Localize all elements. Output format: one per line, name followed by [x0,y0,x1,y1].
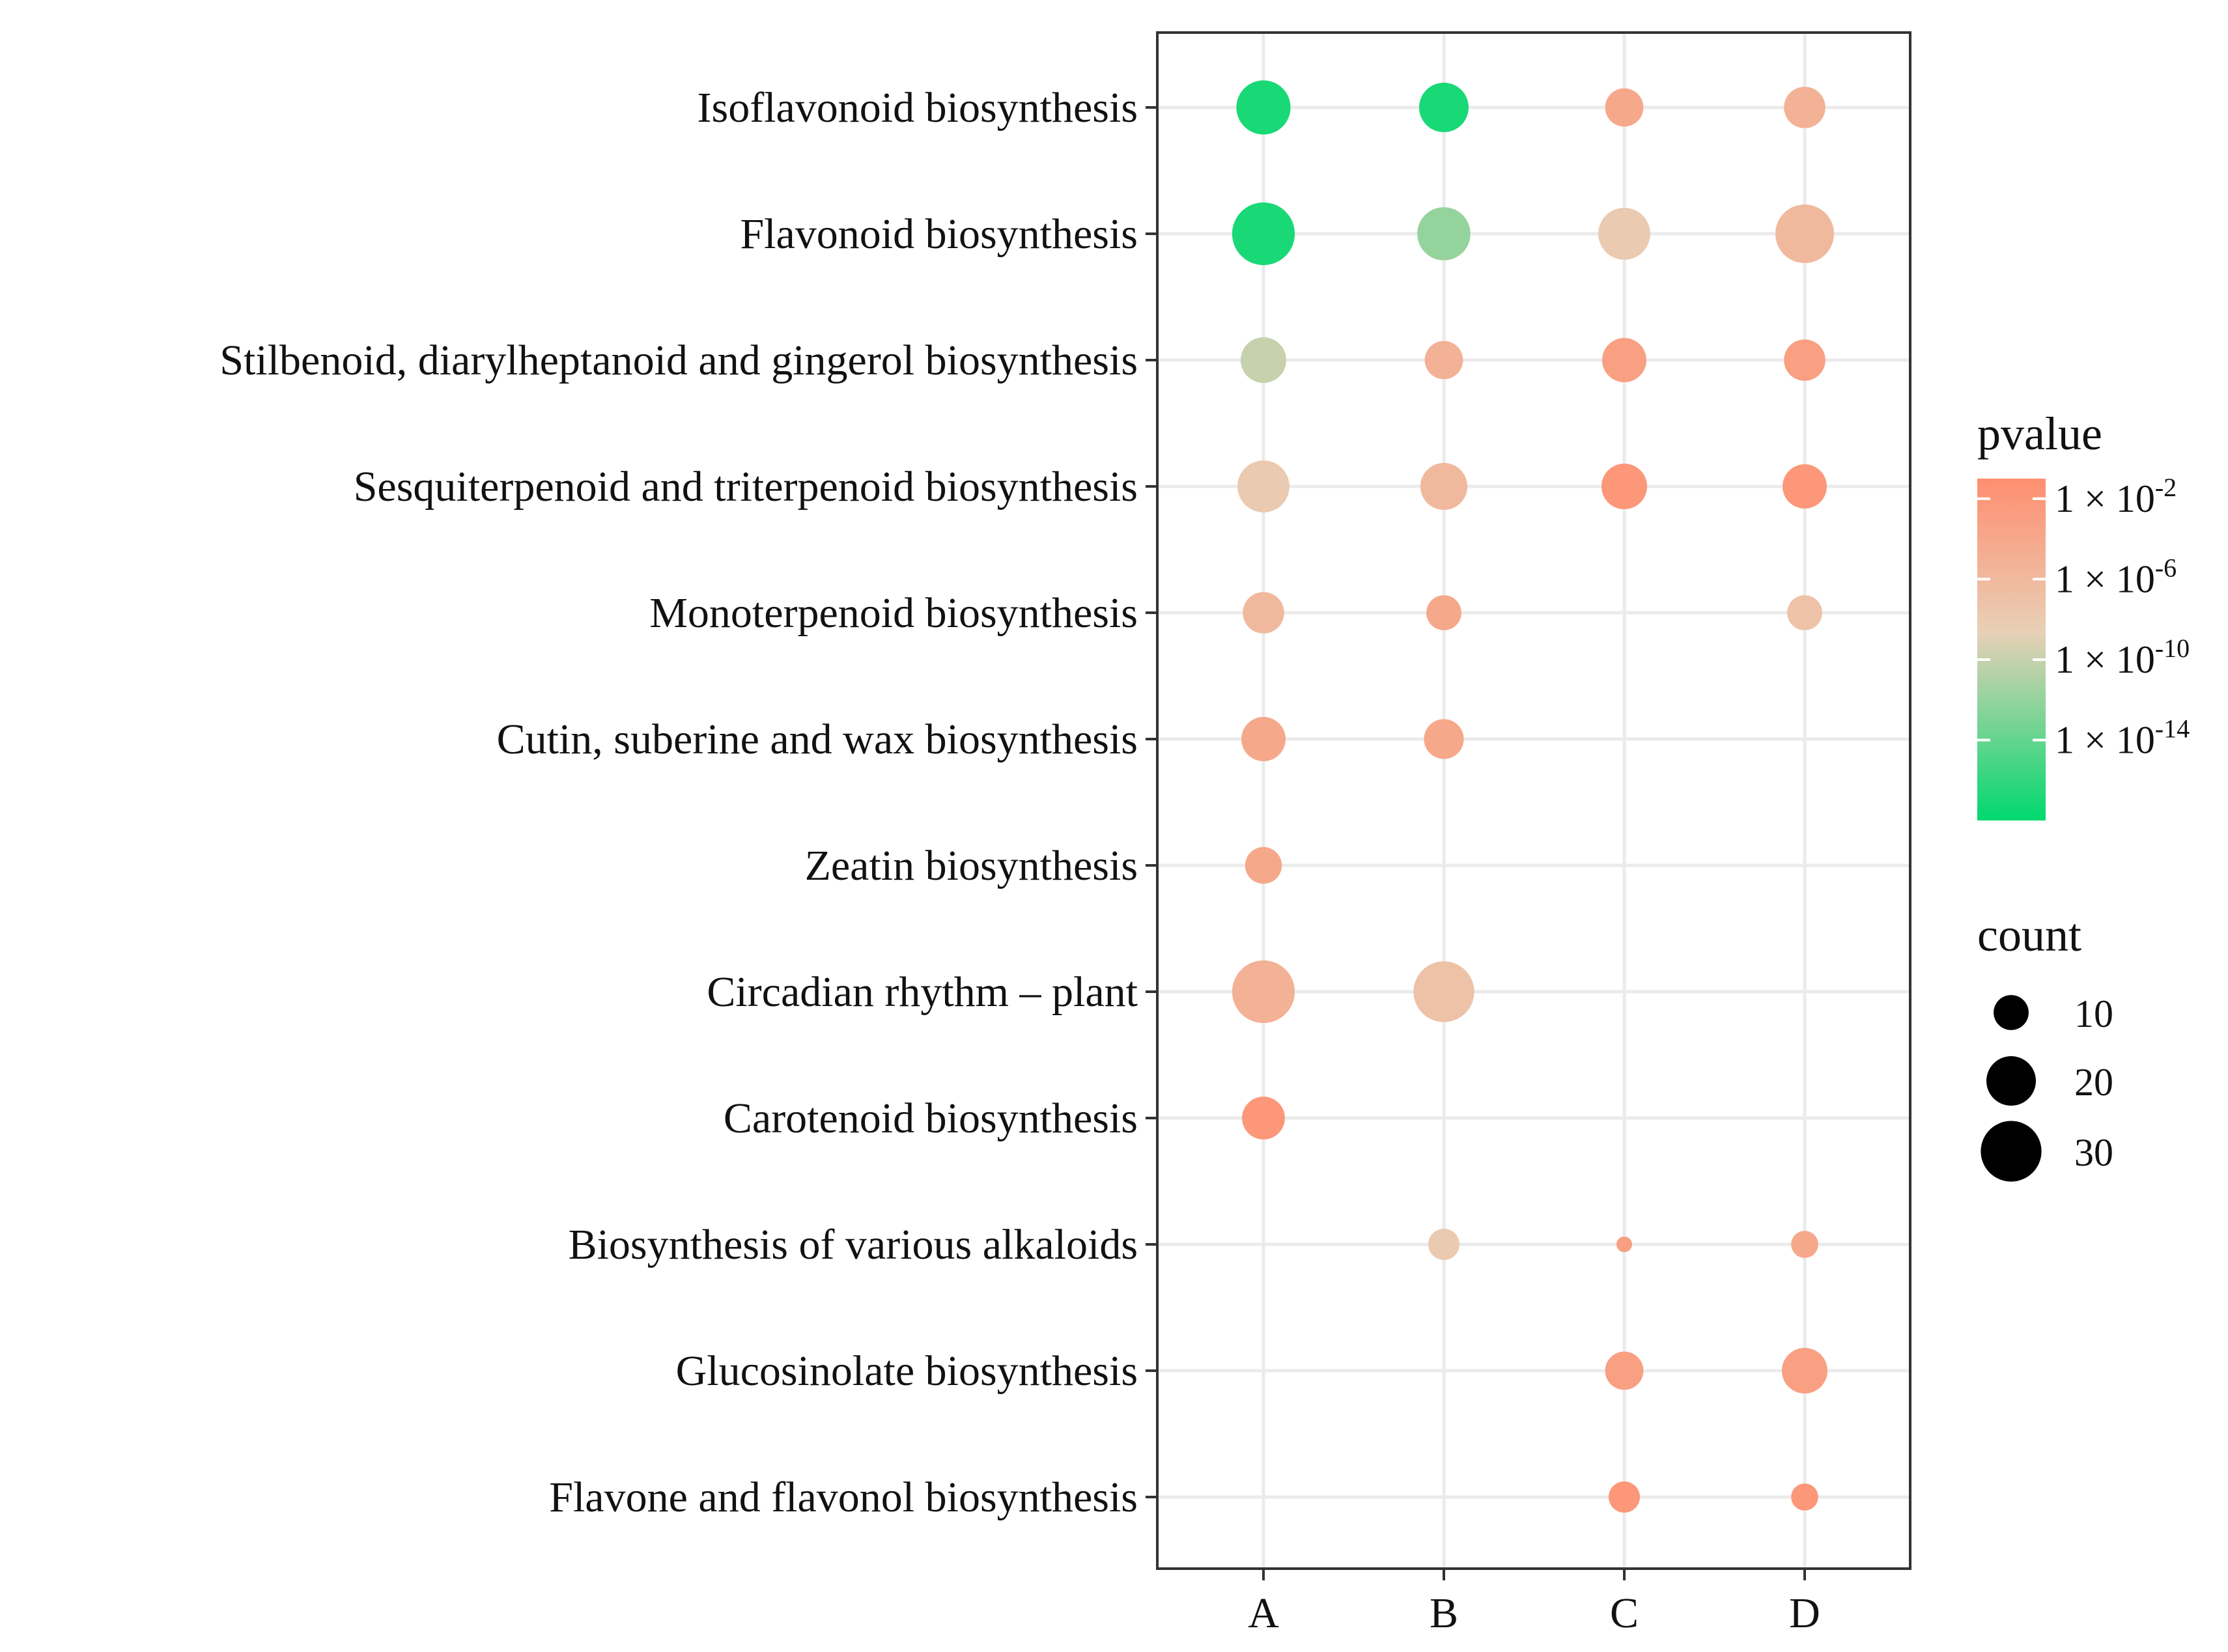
y-tick-label: Carotenoid biosynthesis [724,1095,1138,1142]
point-D-10 [1782,1348,1827,1393]
x-tick-label-B: B [1430,1589,1458,1637]
count-legend-key-20 [1986,1056,2036,1106]
point-A-1 [1232,202,1295,266]
y-tick-label: Sesquiterpenoid and triterpenoid biosynt… [354,463,1138,511]
y-tick-label: Zeatin biosynthesis [805,842,1138,889]
point-B-0 [1419,83,1469,132]
count-legend-label-10: 10 [2074,992,2113,1035]
point-A-4 [1243,592,1284,634]
x-tick-label-D: D [1789,1589,1820,1637]
y-tick-label: Biosynthesis of various alkaloids [569,1221,1138,1268]
point-D-11 [1791,1483,1818,1511]
y-tick-label: Glucosinolate biosynthesis [676,1347,1138,1395]
point-B-5 [1424,719,1464,759]
point-B-3 [1420,462,1468,511]
y-tick-label: Stilbenoid, diarylheptanoid and gingerol… [219,337,1138,384]
count-legend-label-20: 20 [2074,1061,2113,1104]
count-legend-entries: 10 20 30 [1981,992,2113,1182]
x-tick-label-C: C [1610,1589,1639,1637]
point-C-9 [1616,1237,1632,1252]
pvalue-color-legend: pvalue 1 × 10-2 1 × 10-6 1 × 10-10 1 × 10-1… [1977,408,2190,820]
point-C-2 [1602,338,1646,382]
colorbar-tick-label: 1 × 10-2 [2055,473,2177,520]
x-tick-label-A: A [1248,1589,1279,1637]
point-C-3 [1601,464,1647,509]
y-tick-label: Isoflavonoid biosynthesis [698,84,1138,132]
count-legend-title: count [1977,909,2081,961]
point-D-9 [1791,1231,1818,1258]
point-A-8 [1242,1097,1285,1140]
colorbar-tick-label: 1 × 10-10 [2055,634,2190,681]
point-A-5 [1241,717,1286,761]
point-D-2 [1784,339,1826,381]
point-B-1 [1417,207,1471,260]
x-axis-ticks: A B C D [1248,1569,1820,1637]
point-D-0 [1784,87,1826,128]
point-A-0 [1236,80,1291,135]
colorbar-tick-label: 1 × 10-6 [2055,553,2177,600]
point-C-0 [1605,88,1644,127]
y-tick-label: Circadian rhythm – plant [707,968,1138,1016]
point-C-10 [1605,1351,1644,1390]
y-tick-label: Cutin, suberine and wax biosynthesis [497,716,1138,763]
pvalue-legend-title: pvalue [1977,408,2102,460]
y-tick-label: Monoterpenoid biosynthesis [649,589,1138,637]
point-B-2 [1424,341,1463,380]
count-size-legend: count 10 20 30 [1977,909,2113,1182]
point-B-9 [1428,1229,1459,1260]
point-C-1 [1598,208,1650,260]
point-D-4 [1787,595,1822,630]
point-B-7 [1413,961,1474,1022]
data-points [1232,80,1834,1513]
count-legend-key-10 [1994,995,2029,1030]
point-D-3 [1783,464,1827,509]
point-A-6 [1245,847,1282,884]
y-tick-label: Flavonoid biosynthesis [740,210,1138,258]
point-A-2 [1241,337,1286,383]
point-A-7 [1232,960,1295,1024]
count-legend-label-30: 30 [2074,1131,2113,1174]
point-B-4 [1426,595,1461,630]
y-tick-label: Flavone and flavonol biosynthesis [549,1474,1138,1521]
plot-panel-border [1156,31,1911,1570]
y-axis-ticks: Isoflavonoid biosynthesis Flavonoid biosy… [219,84,1157,1521]
count-legend-key-30 [1981,1121,2042,1182]
point-C-11 [1609,1481,1640,1513]
pvalue-colorbar-ticks: 1 × 10-2 1 × 10-6 1 × 10-10 1 × 10-14 [1977,473,2190,761]
pvalue-colorbar [1977,479,2046,820]
point-A-3 [1237,460,1290,512]
colorbar-tick-label: 1 × 10-14 [2055,714,2190,761]
point-D-1 [1775,204,1834,263]
